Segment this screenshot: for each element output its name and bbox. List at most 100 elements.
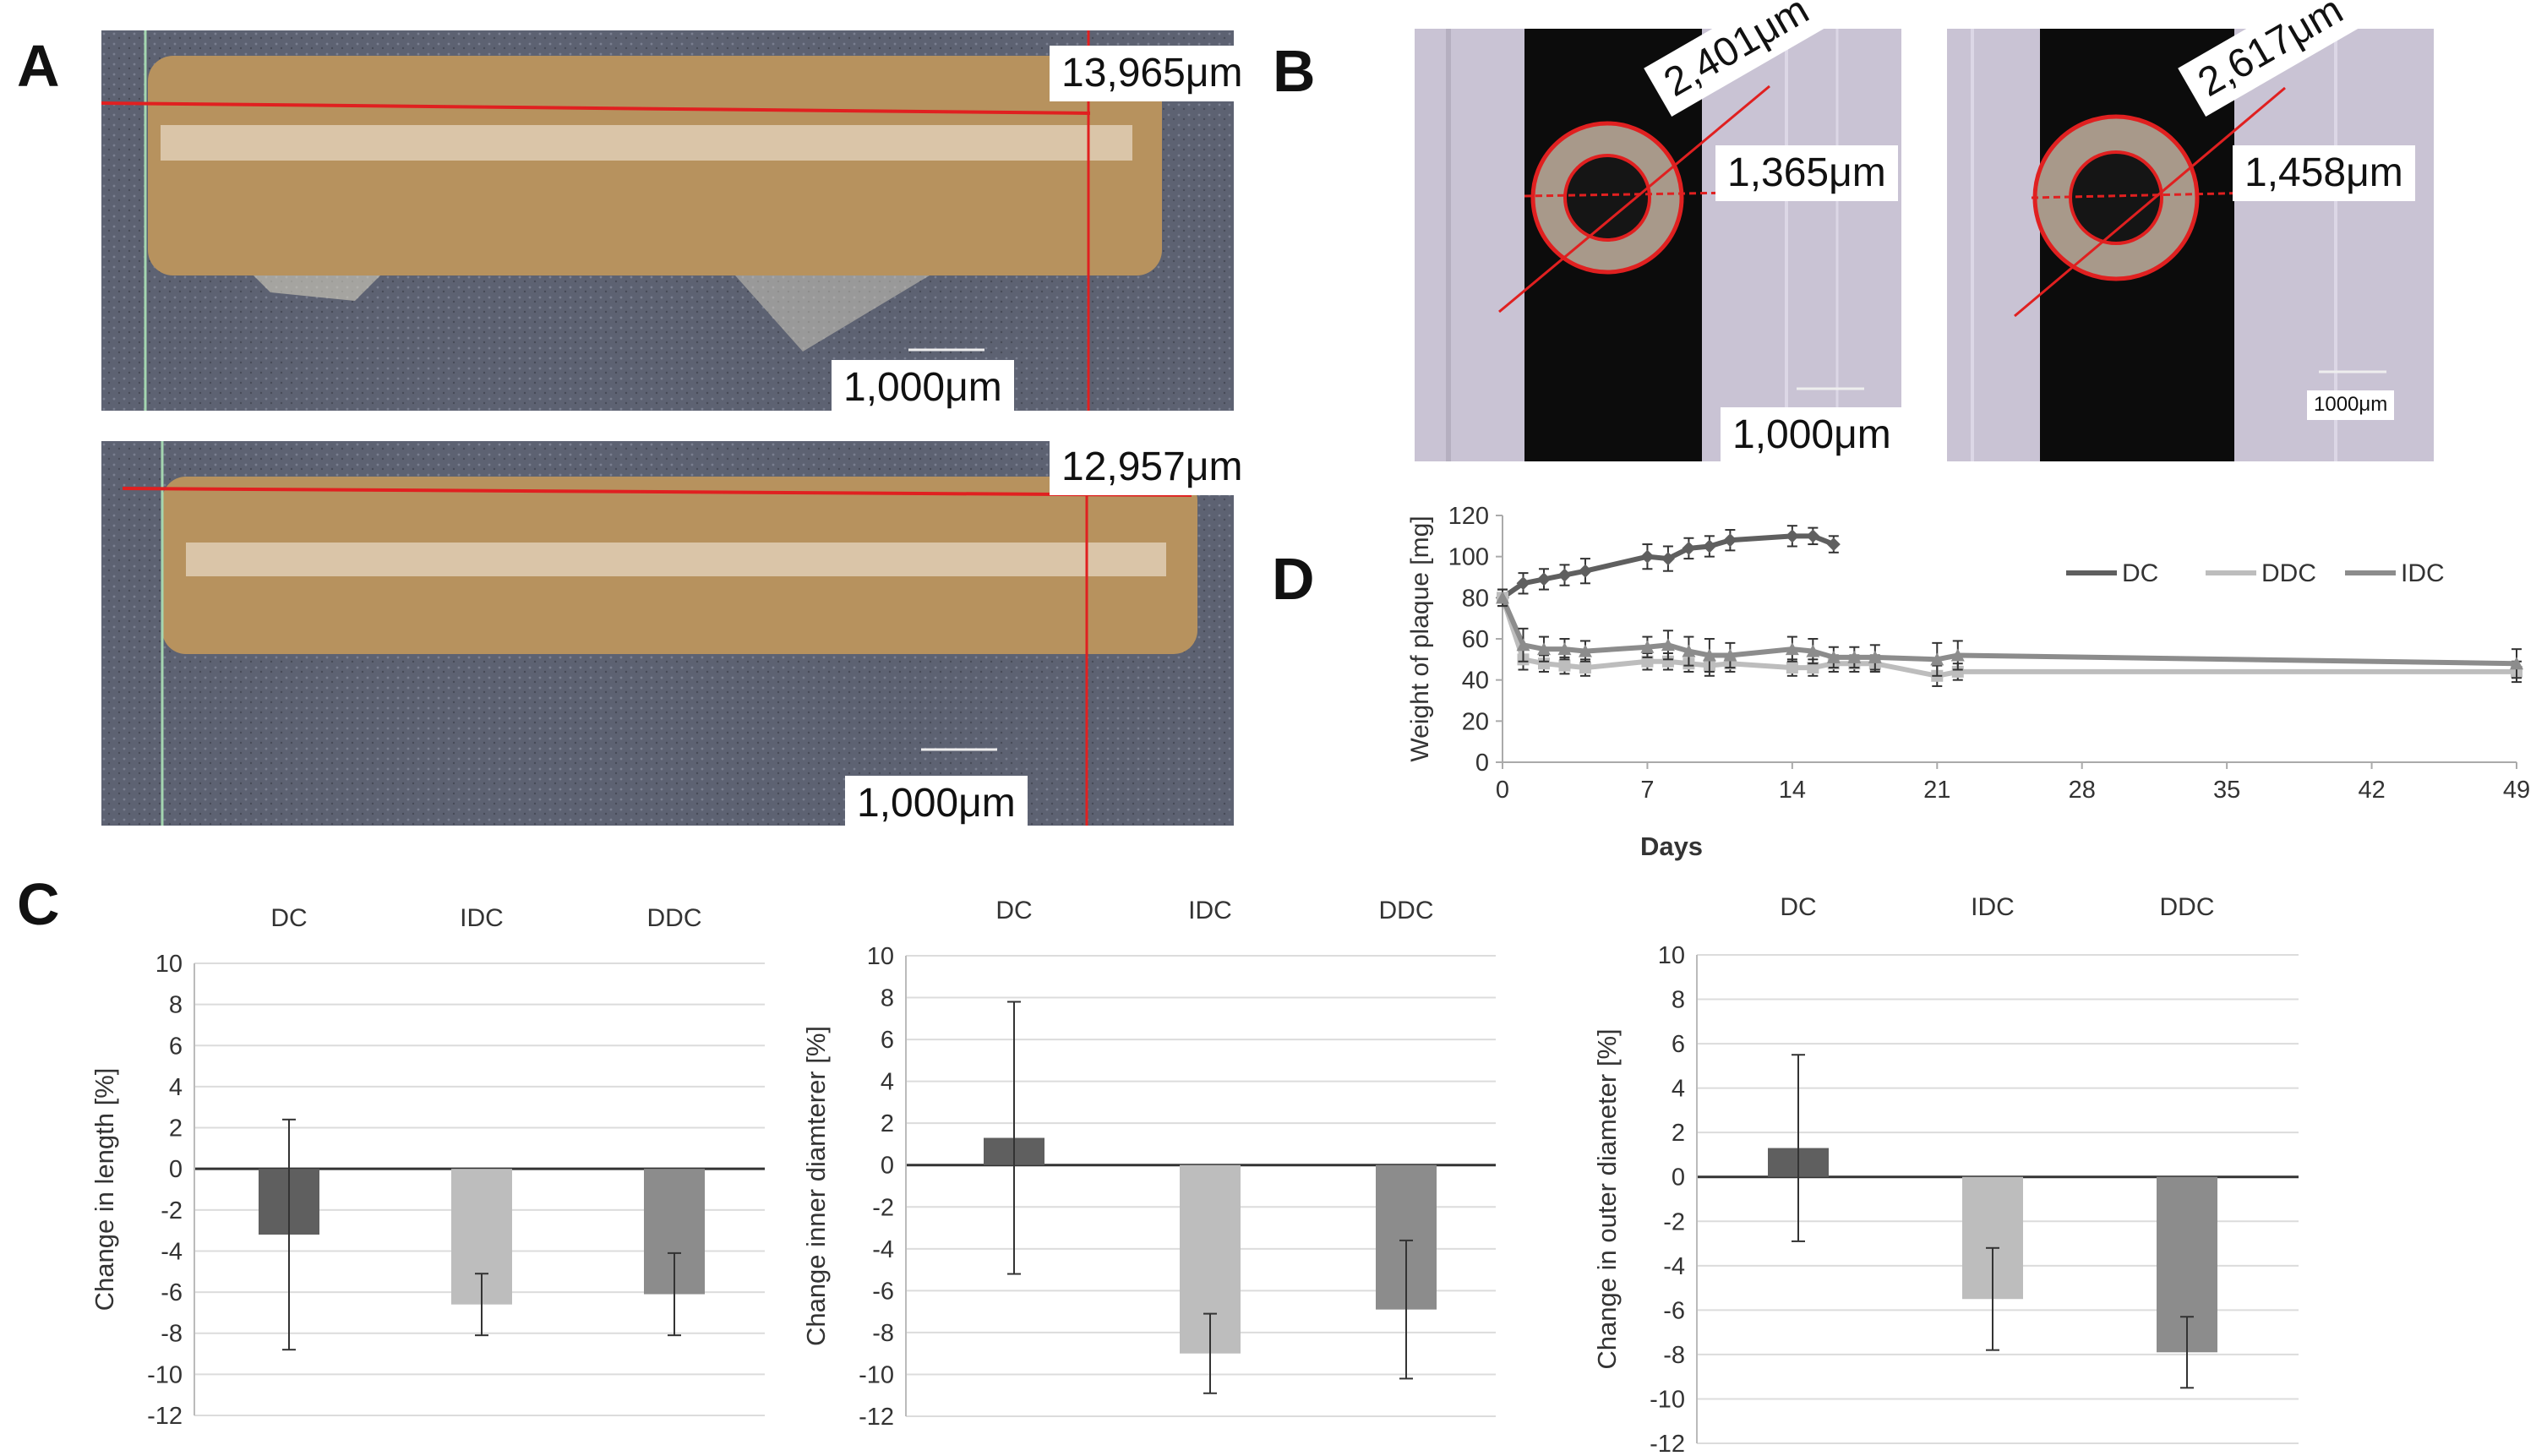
y-axis-title: Change in length [%]: [90, 1068, 119, 1311]
inner-diameter-label-left: 1,365μm: [1715, 145, 1898, 201]
scale-label-top: 1,000μm: [832, 360, 1014, 416]
data-point-ddc: [1807, 662, 1819, 674]
data-point-dc: [1557, 568, 1572, 582]
x-tick-label: 21: [1923, 777, 1950, 804]
data-point-dc: [1578, 564, 1592, 578]
micrograph-top-sample: [101, 30, 1234, 411]
legend-label-dc: DC: [2122, 559, 2158, 587]
data-point-dc: [1702, 539, 1716, 553]
y-tick-label: -4: [1663, 1253, 1685, 1280]
data-point-ddc: [1579, 662, 1591, 674]
x-tick-label: 7: [1640, 777, 1654, 804]
data-point-idc: [1847, 650, 1862, 663]
data-point-idc: [1578, 644, 1592, 657]
category-label-ddc: DDC: [647, 904, 702, 932]
data-point-idc: [1516, 638, 1530, 652]
y-tick-label: 60: [1462, 626, 1489, 653]
y-tick-label: -2: [872, 1194, 894, 1221]
line-chart-plaque-weight: 0 20 40 60 80 100 120 0 7 14 21 28 35 42 49 Days Weight …: [1406, 503, 2530, 861]
data-point-dc: [1826, 537, 1841, 552]
y-tick-label: 4: [881, 1069, 894, 1096]
scale-label-left: 1,000μm: [1721, 407, 1903, 463]
data-point-idc: [1702, 648, 1716, 662]
scale-label-bottom: 1,000μm: [845, 776, 1028, 832]
y-tick-label: -6: [1663, 1297, 1685, 1324]
scale-label-right: 1000μm: [2307, 390, 2395, 420]
category-label-dc: DC: [1780, 893, 1816, 921]
data-point-idc: [1557, 642, 1572, 656]
category-label-idc: IDC: [460, 904, 504, 932]
data-point-dc: [1785, 529, 1799, 543]
y-tick-label: 80: [1462, 585, 1489, 612]
y-tick-label: -8: [161, 1321, 183, 1348]
y-tick-label: 10: [155, 951, 183, 978]
data-point-dc: [1516, 576, 1530, 591]
data-point-ddc: [1641, 655, 1654, 668]
data-point-idc: [1661, 638, 1675, 652]
bar-chart-length: 10 8 6 4 2 0 -2 -4 -6 -8 -10 -12 Change in length [%…: [90, 904, 765, 1430]
y-tick-label: -12: [147, 1403, 183, 1430]
y-tick-label: 4: [1672, 1076, 1685, 1103]
data-point-dc: [1723, 533, 1737, 548]
length-label-top: 13,965μm: [1050, 46, 1255, 101]
y-tick-label: -8: [872, 1320, 894, 1347]
y-tick-label: 0: [1475, 750, 1489, 777]
series-line-ddc: [1500, 597, 2517, 679]
x-tick-label: 28: [2069, 777, 2096, 804]
category-label-idc: IDC: [1188, 897, 1232, 924]
y-tick-label: -12: [859, 1404, 894, 1431]
data-point-dc: [1806, 529, 1820, 543]
y-tick-label: 10: [1658, 942, 1685, 969]
y-tick-label: 8: [169, 992, 183, 1019]
y-tick-label: -2: [1663, 1208, 1685, 1235]
legend-label-ddc: DDC: [2261, 559, 2316, 587]
bar-chart-outer-diameter: 10 8 6 4 2 0 -2 -4 -6 -8 -10 -12 Change in outer dia…: [1592, 893, 2299, 1456]
series-line-idc: [1500, 597, 2517, 667]
y-tick-label: -2: [161, 1197, 183, 1224]
data-point-ddc: [1661, 655, 1674, 668]
y-axis-title: Change inner diamterer [%]: [801, 1026, 831, 1346]
y-tick-label: 8: [1672, 987, 1685, 1014]
panel-label-c: C: [17, 871, 60, 937]
y-tick-label: -4: [872, 1236, 894, 1263]
y-tick-label: -10: [859, 1361, 894, 1388]
cross-section-left: [1415, 29, 1901, 461]
y-tick-label: 10: [867, 943, 894, 970]
y-tick-label: 40: [1462, 668, 1489, 695]
y-tick-label: 20: [1462, 708, 1489, 735]
category-label-dc: DC: [270, 904, 307, 932]
y-tick-label: 2: [169, 1115, 183, 1142]
y-tick-label: 6: [1672, 1031, 1685, 1058]
y-tick-label: -4: [161, 1238, 183, 1265]
legend-label-idc: IDC: [2401, 559, 2445, 587]
y-tick-label: -6: [872, 1278, 894, 1305]
y-tick-label: 8: [881, 985, 894, 1012]
y-axis-title: Change in outer diameter [%]: [1592, 1028, 1622, 1369]
category-label-ddc: DDC: [2160, 893, 2215, 921]
bar-chart-inner-diameter: 10 8 6 4 2 0 -2 -4 -6 -8 -10 -12 Change inner diamte…: [801, 897, 1496, 1431]
micrograph-bottom-sample: [101, 441, 1234, 826]
data-point-idc: [1868, 650, 1882, 663]
data-point-dc: [1536, 572, 1551, 586]
data-point-idc: [1536, 642, 1551, 656]
y-tick-label: 0: [881, 1153, 894, 1180]
y-tick-label: -10: [1650, 1386, 1685, 1413]
x-tick-label: 14: [1779, 777, 1806, 804]
inner-diameter-label-right: 1,458μm: [2233, 145, 2415, 201]
y-tick-label: 0: [169, 1156, 183, 1183]
data-point-idc: [1785, 642, 1799, 656]
x-tick-label: 42: [2358, 777, 2385, 804]
x-tick-label: 35: [2213, 777, 2240, 804]
data-point-dc: [1640, 549, 1655, 564]
category-label-ddc: DDC: [1379, 897, 1434, 924]
data-point-idc: [2510, 657, 2523, 670]
panel-label-d: D: [1272, 546, 1315, 612]
panel-label-a: A: [17, 33, 60, 99]
data-point-idc: [1950, 648, 1965, 662]
data-point-idc: [1723, 648, 1737, 662]
x-axis-title: Days: [1640, 832, 1703, 861]
data-point-dc: [1682, 541, 1696, 555]
y-tick-label: 2: [881, 1110, 894, 1137]
y-tick-label: -12: [1650, 1431, 1685, 1456]
data-point-dc: [1661, 552, 1675, 566]
